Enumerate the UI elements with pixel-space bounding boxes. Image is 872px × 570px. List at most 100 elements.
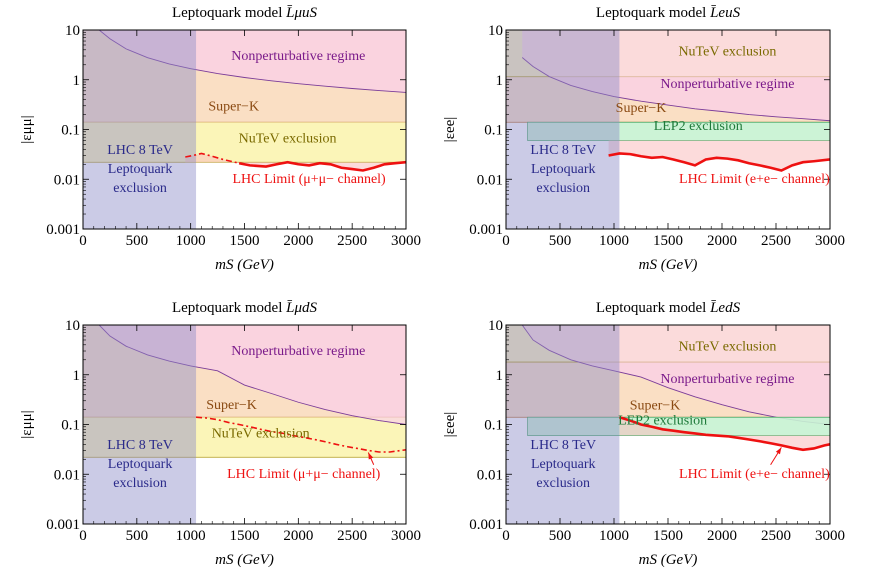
x-tick-label: 1000 xyxy=(176,233,206,249)
y-tick-label: 0.01 xyxy=(477,172,503,188)
region-nonperturbative xyxy=(522,30,830,121)
y-axis-label: |εμμ| xyxy=(19,410,35,438)
nonperturbative-boundary xyxy=(98,30,406,93)
x-tick-label: 500 xyxy=(126,233,149,249)
lhc-limit-line xyxy=(238,160,406,172)
x-tick-label: 1000 xyxy=(176,528,206,544)
label-nonpert: Nonperturbative regime xyxy=(660,77,794,92)
plot-area xyxy=(506,30,830,229)
label-superk: Super−K xyxy=(206,398,257,413)
x-axis-label: mS (GeV) xyxy=(215,552,274,568)
y-axis-label: |εee| xyxy=(442,412,458,438)
x-tick-label: 3000 xyxy=(391,233,421,249)
x-tick-label: 1000 xyxy=(599,528,629,544)
y-tick-label: 10 xyxy=(488,318,503,334)
x-tick-label: 3000 xyxy=(815,528,845,544)
lhc-limit-arrowhead xyxy=(368,452,374,460)
region-nutev xyxy=(83,417,406,458)
label-lhc8-exclusion: LHC 8 TeV xyxy=(530,143,596,158)
lhc-limit-fill xyxy=(608,140,830,171)
label-lhc8-exclusion: LHC 8 TeV xyxy=(530,438,596,453)
panel-title: Leptoquark model L̄euS xyxy=(596,5,741,21)
y-tick-label: 1 xyxy=(496,73,504,89)
label-nutev: NuTeV exclusion xyxy=(678,44,776,59)
panel-title-main: Leptoquark model xyxy=(172,5,286,21)
panel-title: Leptoquark model L̄μuS xyxy=(172,5,318,21)
label-lhc8-exclusion: exclusion xyxy=(536,476,590,491)
label-nutev: NuTeV exclusion xyxy=(239,131,337,146)
label-lhc8-exclusion: exclusion xyxy=(536,181,590,196)
y-tick-label: 0.1 xyxy=(61,418,80,434)
y-tick-label: 10 xyxy=(488,23,503,39)
region-lhc8 xyxy=(506,30,620,229)
y-tick-label: 0.001 xyxy=(469,517,503,533)
panel-3: 0 500 1000 1500 2000 2500 3000 0.001 0.01 0.1 1 10 L… xyxy=(19,300,421,568)
y-tick-label: 0.01 xyxy=(54,172,80,188)
x-tick-label: 500 xyxy=(549,528,572,544)
panel-title-model: L̄μdS xyxy=(285,300,317,316)
y-tick-label: 1 xyxy=(496,368,504,384)
x-tick-label: 1500 xyxy=(653,233,683,249)
lhc-limit-line xyxy=(195,416,406,453)
label-nonpert: Nonperturbative regime xyxy=(660,372,794,387)
lhc-limit-line xyxy=(619,415,830,452)
label-lhc8-exclusion: Leptoquark xyxy=(531,457,596,472)
nonperturbative-boundary xyxy=(521,57,830,122)
lhc-limit-fill xyxy=(619,417,830,450)
y-tick-label: 1 xyxy=(73,73,81,89)
x-tick-label: 1500 xyxy=(653,528,683,544)
x-tick-label: 0 xyxy=(79,233,87,249)
panel-title-model: L̄euS xyxy=(709,5,741,21)
panel-title: Leptoquark model L̄μdS xyxy=(172,300,318,316)
x-tick-label: 2000 xyxy=(707,233,737,249)
x-axis-label: mS (GeV) xyxy=(639,257,698,273)
x-tick-label: 1500 xyxy=(230,233,260,249)
x-tick-label: 500 xyxy=(549,233,572,249)
x-tick-label: 3000 xyxy=(815,233,845,249)
panel-title-model: L̄μuS xyxy=(285,5,317,21)
label-lhc8-exclusion: Leptoquark xyxy=(531,162,596,177)
region-nonperturbative xyxy=(99,30,406,93)
y-axis-label: |εee| xyxy=(442,117,458,143)
panel-1: 0 500 1000 1500 2000 2500 3000 0.001 0.01 0.1 1 10 L… xyxy=(19,5,421,273)
lhc-limit-line xyxy=(608,152,830,172)
panel-title: Leptoquark model L̄edS xyxy=(596,300,741,316)
label-superk: Super−K xyxy=(616,101,667,116)
x-tick-label: 500 xyxy=(126,528,149,544)
y-tick-label: 0.1 xyxy=(484,123,503,139)
x-tick-label: 2500 xyxy=(337,233,367,249)
x-tick-label: 2000 xyxy=(707,528,737,544)
x-axis-label: mS (GeV) xyxy=(639,552,698,568)
plot-area xyxy=(83,30,406,229)
lhc-limit-arrowhead xyxy=(775,447,782,455)
lhc-limit-fill xyxy=(185,153,406,171)
region-nonperturbative xyxy=(522,325,830,425)
x-tick-label: 1000 xyxy=(599,233,629,249)
y-tick-label: 1 xyxy=(73,368,81,384)
plot-area xyxy=(83,325,406,524)
label-lep2: LEP2 exclusion xyxy=(618,414,707,429)
label-lhc-limit: LHC Limit (e+e− channel) xyxy=(679,467,830,482)
region-nutev xyxy=(83,122,406,163)
x-tick-label: 3000 xyxy=(391,528,421,544)
panel-title-main: Leptoquark model xyxy=(596,5,710,21)
panel-2: 0 500 1000 1500 2000 2500 3000 0.001 0.01 0.1 1 10 L… xyxy=(442,5,845,273)
region-lhc8 xyxy=(83,30,197,229)
label-lhc-limit: LHC Limit (μ+μ− channel) xyxy=(232,172,386,187)
y-tick-label: 0.01 xyxy=(54,467,80,483)
nonperturbative-boundary xyxy=(521,325,830,425)
label-lhc8-exclusion: exclusion xyxy=(113,181,167,196)
x-tick-label: 1500 xyxy=(230,528,260,544)
label-lhc8-exclusion: Leptoquark xyxy=(108,457,173,472)
x-tick-label: 0 xyxy=(502,233,510,249)
y-tick-label: 10 xyxy=(65,23,80,39)
region-nonperturbative xyxy=(99,325,406,425)
label-nutev: NuTeV exclusion xyxy=(212,426,310,441)
x-tick-label: 0 xyxy=(502,528,510,544)
y-tick-label: 0.001 xyxy=(469,222,503,238)
panel-title-model: L̄edS xyxy=(709,300,741,316)
x-axis-label: mS (GeV) xyxy=(215,257,274,273)
y-tick-label: 0.001 xyxy=(46,517,80,533)
x-tick-label: 2500 xyxy=(761,233,791,249)
lhc-limit-line-dashed xyxy=(185,152,240,164)
